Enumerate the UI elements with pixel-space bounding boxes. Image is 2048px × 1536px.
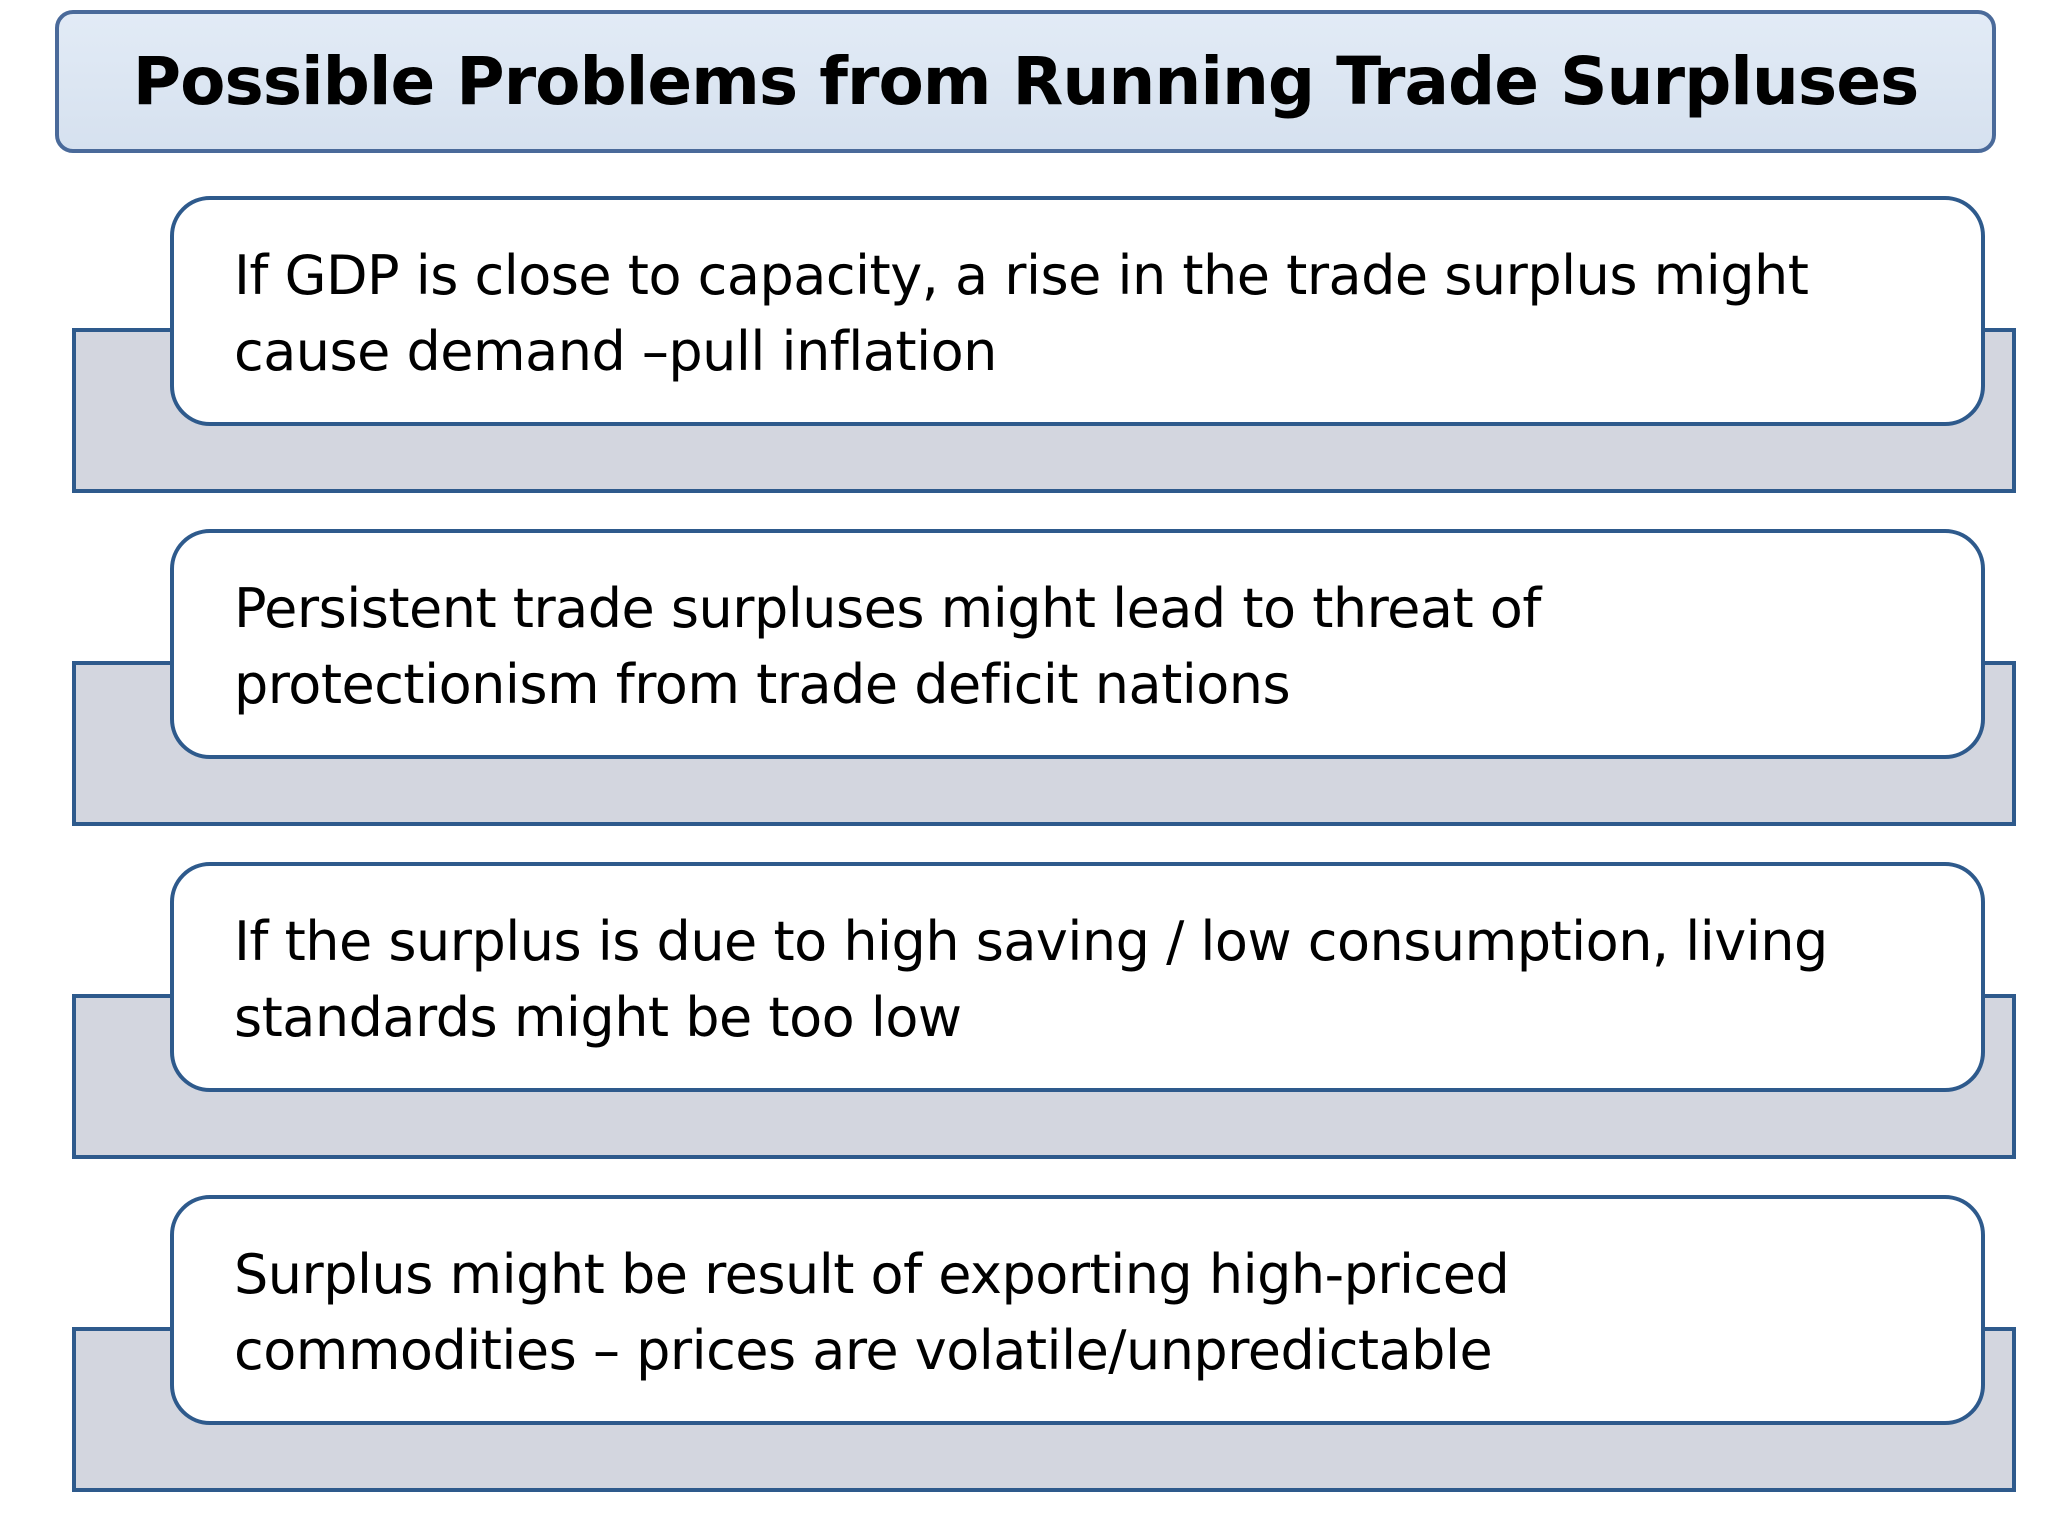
title-box: Possible Problems from Running Trade Sur…	[55, 10, 1996, 153]
item-text-line-1: If GDP is close to capacity, a rise in t…	[234, 244, 1809, 307]
problem-item-2: Persistent trade surpluses might lead to…	[0, 529, 2048, 829]
item-text-line-2: commodities – prices are volatile/unpred…	[234, 1319, 1493, 1382]
item-card: Persistent trade surpluses might lead to…	[170, 529, 1985, 759]
problem-item-3: If the surplus is due to high saving / l…	[0, 862, 2048, 1162]
item-text-line-1: Persistent trade surpluses might lead to…	[234, 577, 1541, 640]
item-text-line-2: cause demand –pull inflation	[234, 320, 997, 383]
item-text-line-1: Surplus might be result of exporting hig…	[234, 1243, 1510, 1306]
diagram-title: Possible Problems from Running Trade Sur…	[132, 43, 1919, 120]
problem-item-4: Surplus might be result of exporting hig…	[0, 1195, 2048, 1495]
item-card: If GDP is close to capacity, a rise in t…	[170, 196, 1985, 426]
item-card: If the surplus is due to high saving / l…	[170, 862, 1985, 1092]
problem-item-1: If GDP is close to capacity, a rise in t…	[0, 196, 2048, 496]
item-text-line-2: standards might be too low	[234, 986, 962, 1049]
item-text-line-2: protectionism from trade deficit nations	[234, 653, 1291, 716]
item-card: Surplus might be result of exporting hig…	[170, 1195, 1985, 1425]
item-text-line-1: If the surplus is due to high saving / l…	[234, 910, 1828, 973]
